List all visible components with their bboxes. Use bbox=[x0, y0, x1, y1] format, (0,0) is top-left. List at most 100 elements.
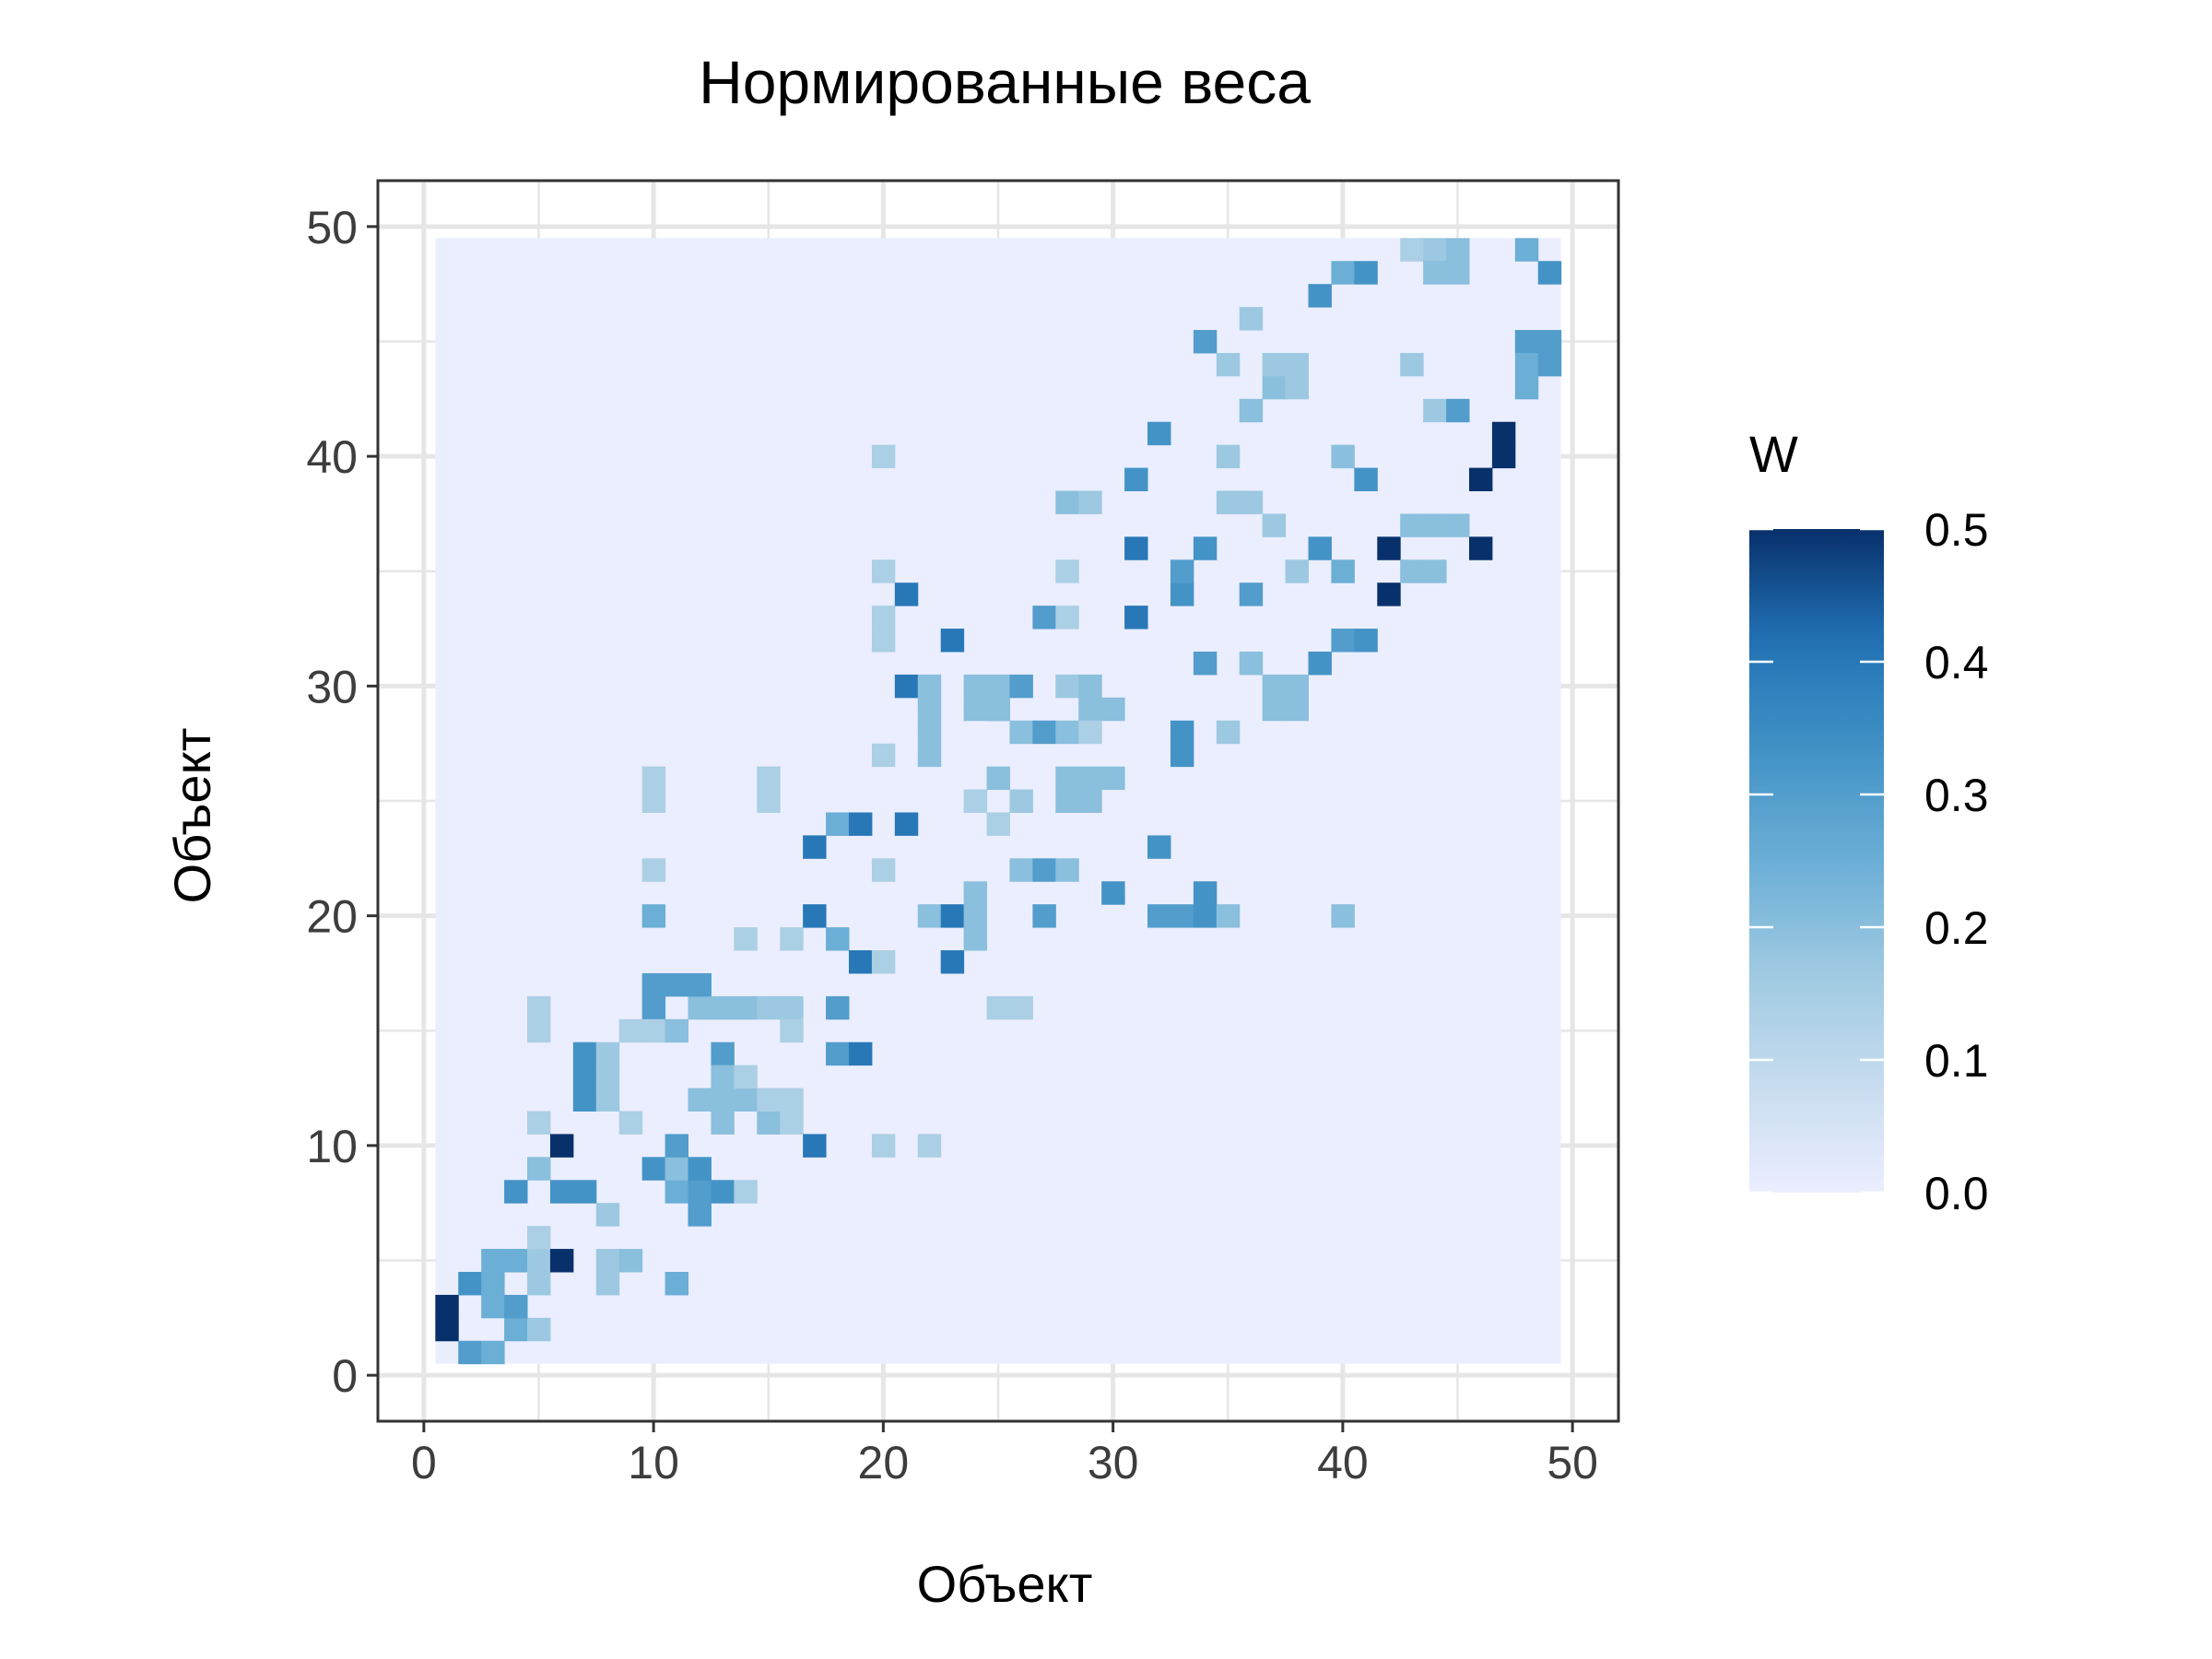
heatmap-cell bbox=[963, 789, 988, 813]
heatmap-cell bbox=[572, 1088, 597, 1112]
heatmap-cell bbox=[618, 1111, 643, 1135]
heatmap-cell bbox=[527, 995, 551, 1020]
heatmap-cell bbox=[549, 1249, 574, 1273]
heatmap-cell bbox=[688, 1180, 712, 1204]
heatmap-cell bbox=[917, 904, 942, 928]
heatmap-cell bbox=[665, 972, 688, 997]
heatmap-cell bbox=[1216, 352, 1241, 377]
heatmap-cell bbox=[1491, 421, 1516, 446]
heatmap-cell bbox=[917, 1134, 942, 1158]
heatmap-cell bbox=[481, 1340, 505, 1365]
heatmap-cell bbox=[1193, 651, 1218, 676]
heatmap-cell bbox=[1101, 697, 1125, 722]
heatmap-cell bbox=[1193, 904, 1218, 928]
heatmap-cell bbox=[1170, 559, 1194, 583]
heatmap-cell bbox=[504, 1317, 528, 1342]
heatmap-cell bbox=[1170, 582, 1194, 606]
x-tick-label: 30 bbox=[1088, 1437, 1139, 1488]
heatmap-cell bbox=[665, 1180, 688, 1204]
heatmap-cell bbox=[1216, 444, 1241, 469]
heatmap-cell bbox=[1331, 904, 1355, 928]
heatmap-cell bbox=[1078, 766, 1102, 791]
heatmap-cell bbox=[734, 1065, 758, 1089]
heatmap-cell bbox=[1331, 444, 1355, 469]
heatmap-cell bbox=[641, 766, 666, 791]
heatmap-background-tiles bbox=[435, 238, 1561, 1364]
heatmap-cell bbox=[1032, 720, 1056, 745]
y-tick-label: 20 bbox=[306, 891, 358, 943]
heatmap-cell bbox=[1285, 559, 1309, 583]
heatmap-cell bbox=[871, 950, 896, 974]
heatmap-cell bbox=[963, 674, 988, 699]
heatmap-cell bbox=[871, 858, 896, 882]
heatmap-cell bbox=[504, 1294, 528, 1319]
heatmap-cell bbox=[1308, 284, 1332, 308]
heatmap-cell bbox=[711, 1180, 735, 1204]
heatmap-cell bbox=[641, 972, 666, 997]
heatmap-cell bbox=[1009, 995, 1033, 1020]
heatmap-cell bbox=[1331, 261, 1355, 285]
heatmap-cell bbox=[618, 1018, 643, 1043]
heatmap-cell bbox=[1537, 261, 1562, 285]
heatmap-cell bbox=[572, 1065, 597, 1089]
heatmap-cell bbox=[1055, 559, 1079, 583]
heatmap-cell bbox=[1423, 261, 1447, 285]
heatmap-cell bbox=[1400, 559, 1424, 583]
heatmap-cell bbox=[1055, 789, 1079, 813]
heatmap-cell bbox=[527, 1226, 551, 1250]
heatmap-cell bbox=[1078, 789, 1102, 813]
heatmap-cell bbox=[1239, 307, 1264, 331]
heatmap-cell bbox=[1032, 606, 1056, 629]
heatmap-cell bbox=[1216, 904, 1241, 928]
heatmap-cell bbox=[1170, 904, 1194, 928]
heatmap-cell bbox=[871, 629, 896, 653]
heatmap-cell bbox=[1285, 375, 1309, 400]
heatmap-cell bbox=[871, 444, 896, 469]
heatmap-cell bbox=[1216, 720, 1241, 745]
heatmap-cell bbox=[757, 789, 781, 813]
heatmap-cell bbox=[1055, 766, 1079, 791]
heatmap-cell bbox=[871, 559, 896, 583]
heatmap-cell bbox=[917, 697, 942, 722]
heatmap-cell bbox=[595, 1065, 620, 1089]
legend-tick-label: 0.1 bbox=[1924, 1035, 1989, 1087]
y-tick-label: 0 bbox=[332, 1350, 358, 1402]
heatmap-cell bbox=[826, 1041, 850, 1066]
heatmap-cell bbox=[1032, 858, 1056, 882]
legend-tick-label: 0.0 bbox=[1924, 1168, 1989, 1219]
heatmap-cell bbox=[848, 812, 873, 836]
heatmap-cell bbox=[1170, 720, 1194, 745]
heatmap-cell bbox=[1239, 582, 1264, 606]
heatmap-cell bbox=[734, 995, 758, 1020]
heatmap-cell bbox=[435, 1294, 459, 1319]
heatmap-cell bbox=[527, 1317, 551, 1342]
y-tick-label: 50 bbox=[306, 202, 358, 253]
heatmap-cell bbox=[527, 1111, 551, 1135]
heatmap-cell bbox=[688, 972, 712, 997]
heatmap-cell bbox=[711, 1041, 735, 1066]
heatmap-cell bbox=[665, 1134, 688, 1158]
heatmap-cell bbox=[1514, 352, 1539, 377]
y-axis-title: Объект bbox=[163, 728, 221, 904]
heatmap-cell bbox=[963, 904, 988, 928]
heatmap-cell bbox=[1009, 674, 1033, 699]
heatmap-cell bbox=[1239, 398, 1264, 423]
heatmap-cell bbox=[757, 995, 781, 1020]
x-tick-label: 20 bbox=[858, 1437, 910, 1488]
heatmap-cell bbox=[1262, 352, 1287, 377]
heatmap-cell bbox=[1468, 467, 1493, 491]
heatmap-cell bbox=[826, 995, 850, 1020]
heatmap-cell bbox=[940, 904, 965, 928]
heatmap-cell bbox=[711, 1065, 735, 1089]
heatmap-cell bbox=[504, 1180, 528, 1204]
heatmap-cell bbox=[1514, 238, 1539, 262]
heatmap-cell bbox=[1078, 697, 1102, 722]
heatmap-cell bbox=[826, 927, 850, 951]
heatmap-cell bbox=[711, 1111, 735, 1135]
heatmap-cell bbox=[780, 995, 804, 1020]
heatmap-cell bbox=[871, 743, 896, 768]
heatmap-cell bbox=[894, 812, 919, 836]
heatmap-cell bbox=[1377, 536, 1401, 560]
heatmap-cell bbox=[963, 697, 988, 722]
heatmap-cell bbox=[1468, 536, 1493, 560]
